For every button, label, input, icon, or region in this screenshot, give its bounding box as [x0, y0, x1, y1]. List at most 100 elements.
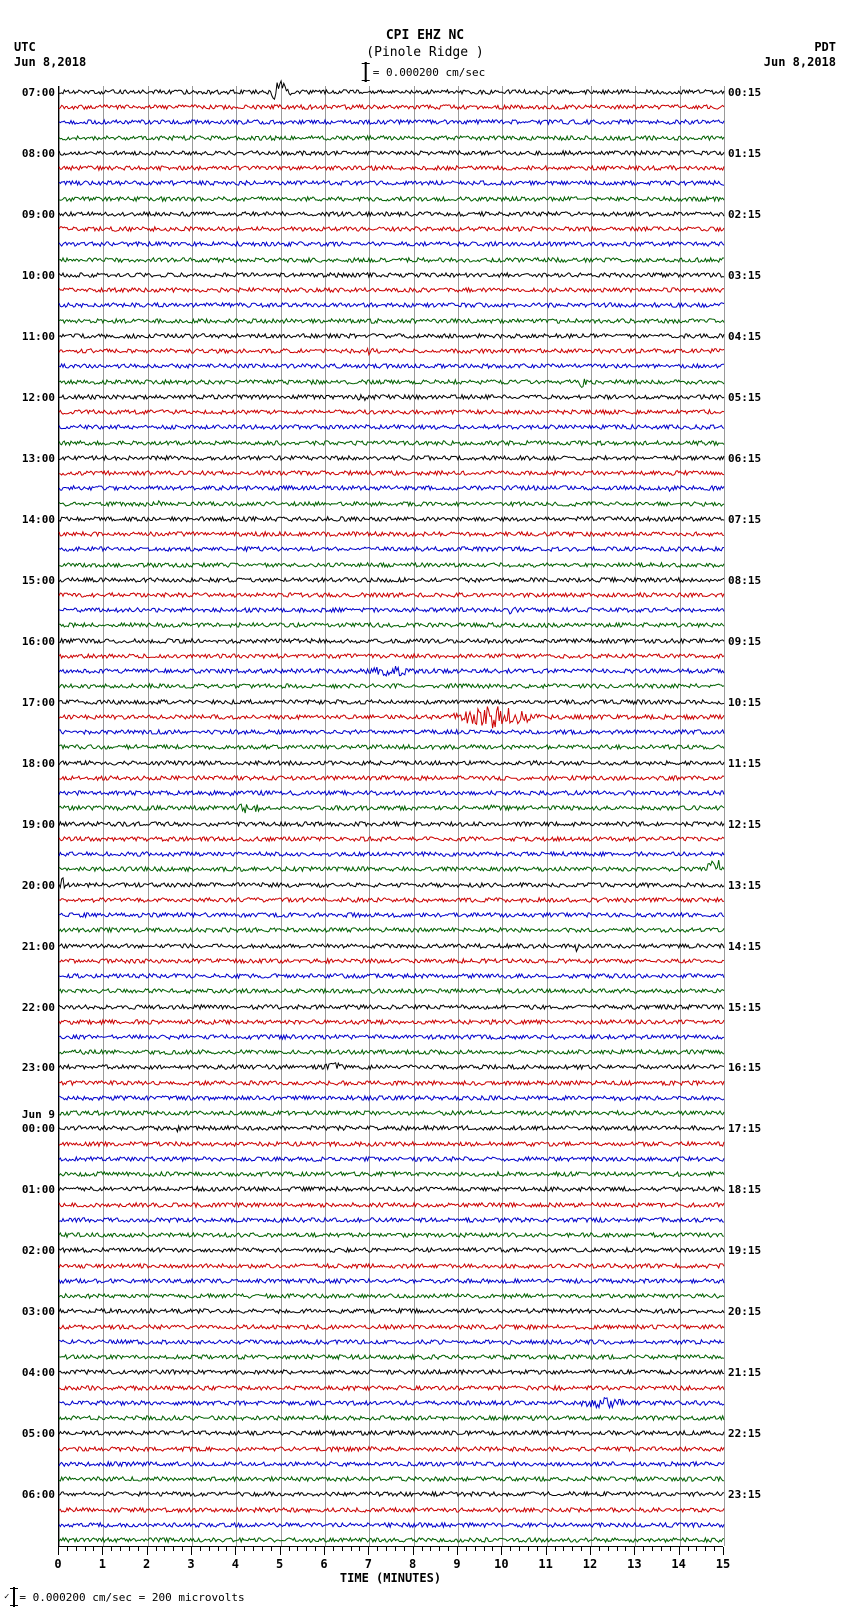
pdt-time-label: 20:15	[724, 1305, 761, 1318]
pdt-time-label: 02:15	[724, 208, 761, 221]
day-marker: Jun 9	[22, 1108, 59, 1127]
pdt-time-label: 01:15	[724, 147, 761, 160]
x-tick-minor	[705, 1547, 706, 1551]
x-tick-minor	[395, 1547, 396, 1551]
x-tick-label: 5	[276, 1557, 283, 1571]
x-tick-minor	[289, 1547, 290, 1551]
x-tick-minor	[555, 1547, 556, 1551]
x-tick-minor	[430, 1547, 431, 1551]
x-tick-minor	[608, 1547, 609, 1551]
utc-time-label: 18:00	[22, 757, 59, 770]
x-tick-minor	[253, 1547, 254, 1551]
x-axis-label: TIME (MINUTES)	[58, 1571, 723, 1585]
x-tick-minor	[156, 1547, 157, 1551]
x-tick-minor	[182, 1547, 183, 1551]
x-tick-minor	[581, 1547, 582, 1551]
x-tick-minor	[315, 1547, 316, 1551]
x-tick-minor	[218, 1547, 219, 1551]
x-tick-label: 1	[99, 1557, 106, 1571]
date-right: Jun 8,2018	[764, 55, 836, 69]
pdt-time-label: 23:15	[724, 1488, 761, 1501]
x-tick-label: 14	[671, 1557, 685, 1571]
x-tick	[235, 1547, 236, 1555]
x-tick-label: 8	[409, 1557, 416, 1571]
x-tick-minor	[76, 1547, 77, 1551]
scale-bar-icon	[13, 1587, 15, 1607]
x-tick-minor	[422, 1547, 423, 1551]
utc-time-label: 09:00	[22, 208, 59, 221]
x-tick	[679, 1547, 680, 1555]
pdt-label: PDT	[814, 40, 836, 54]
pdt-time-label: 10:15	[724, 696, 761, 709]
x-tick-minor	[617, 1547, 618, 1551]
x-tick-minor	[599, 1547, 600, 1551]
x-tick-label: 3	[187, 1557, 194, 1571]
x-tick-minor	[696, 1547, 697, 1551]
utc-time-label: 06:00	[22, 1488, 59, 1501]
utc-time-label: 20:00	[22, 879, 59, 892]
x-tick	[102, 1547, 103, 1555]
utc-time-label: 22:00	[22, 1001, 59, 1014]
pdt-time-label: 06:15	[724, 452, 761, 465]
pdt-time-label: 12:15	[724, 818, 761, 831]
pdt-time-label: 16:15	[724, 1061, 761, 1074]
x-tick	[501, 1547, 502, 1555]
x-tick	[58, 1547, 59, 1555]
x-tick-label: 0	[54, 1557, 61, 1571]
location-line: (Pinole Ridge )	[0, 45, 850, 62]
plot-area: 07:0000:1508:0001:1509:0002:1510:0003:15…	[58, 86, 725, 1546]
x-tick	[147, 1547, 148, 1555]
pdt-time-label: 18:15	[724, 1183, 761, 1196]
x-tick-minor	[111, 1547, 112, 1551]
x-tick-minor	[404, 1547, 405, 1551]
x-tick-minor	[484, 1547, 485, 1551]
x-tick-minor	[475, 1547, 476, 1551]
x-tick-minor	[85, 1547, 86, 1551]
x-tick-minor	[333, 1547, 334, 1551]
x-tick-minor	[173, 1547, 174, 1551]
x-tick-minor	[563, 1547, 564, 1551]
header: CPI EHZ NC (Pinole Ridge )	[0, 28, 850, 62]
x-tick	[368, 1547, 369, 1555]
x-tick-minor	[466, 1547, 467, 1551]
x-tick-minor	[93, 1547, 94, 1551]
x-tick-minor	[297, 1547, 298, 1551]
footer: ✓ = 0.000200 cm/sec = 200 microvolts	[4, 1587, 245, 1607]
utc-time-label: 08:00	[22, 147, 59, 160]
x-tick	[324, 1547, 325, 1555]
x-tick-minor	[448, 1547, 449, 1551]
pdt-time-label: 08:15	[724, 574, 761, 587]
x-tick-minor	[643, 1547, 644, 1551]
x-tick-minor	[306, 1547, 307, 1551]
x-tick	[590, 1547, 591, 1555]
x-tick-minor	[652, 1547, 653, 1551]
x-tick	[191, 1547, 192, 1555]
utc-time-label: 21:00	[22, 940, 59, 953]
x-tick-minor	[492, 1547, 493, 1551]
utc-time-label: 11:00	[22, 330, 59, 343]
x-tick-label: 11	[538, 1557, 552, 1571]
pdt-time-label: 19:15	[724, 1244, 761, 1257]
x-tick-minor	[386, 1547, 387, 1551]
x-tick-label: 10	[494, 1557, 508, 1571]
x-tick-minor	[537, 1547, 538, 1551]
x-tick-minor	[625, 1547, 626, 1551]
x-tick-minor	[244, 1547, 245, 1551]
x-tick-minor	[661, 1547, 662, 1551]
x-tick	[413, 1547, 414, 1555]
x-tick	[546, 1547, 547, 1555]
x-tick-minor	[138, 1547, 139, 1551]
x-tick-minor	[351, 1547, 352, 1551]
x-tick	[457, 1547, 458, 1555]
x-tick	[723, 1547, 724, 1555]
x-axis: TIME (MINUTES) 0123456789101112131415	[58, 1546, 723, 1577]
x-tick	[280, 1547, 281, 1555]
x-tick-label: 13	[627, 1557, 641, 1571]
x-tick-minor	[262, 1547, 263, 1551]
pdt-time-label: 17:15	[724, 1122, 761, 1135]
x-tick-minor	[200, 1547, 201, 1551]
x-tick-minor	[439, 1547, 440, 1551]
x-tick-minor	[359, 1547, 360, 1551]
utc-time-label: 15:00	[22, 574, 59, 587]
x-tick-minor	[164, 1547, 165, 1551]
